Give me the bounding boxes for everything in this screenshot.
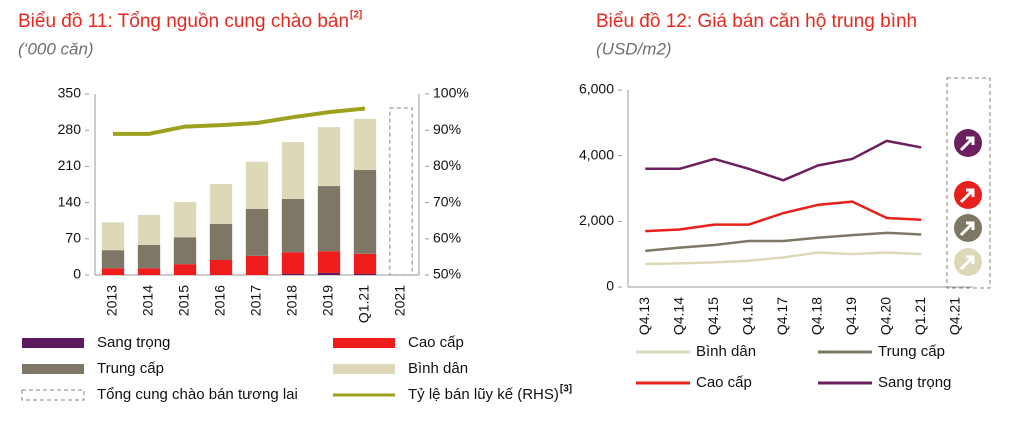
legend-swatch [21,389,85,401]
bar-segment [317,127,341,187]
x-tick-label: Q4.18 [808,297,824,335]
bar-segment [317,186,341,252]
bar-segment [353,118,377,171]
price-line [645,231,922,253]
x-tick-label: Q4.17 [774,297,790,335]
chart-subtitle: (‘000 căn) [18,39,94,58]
legend-label: Trung cấp [878,343,945,360]
chart-title: Biểu đồ 11: Tổng nguồn cung chào bán [18,11,349,32]
bar-segment [281,198,305,253]
title-note: [2] [350,10,362,21]
legend-label: Cao cấp [696,374,752,391]
bar-segment [245,255,269,275]
x-tick-label: Q4.21 [946,297,962,335]
tick-label: 140 [58,193,82,209]
tick-label: 60% [433,230,461,246]
price-line [645,200,922,233]
bar-segment [209,183,233,224]
bar-segment [245,208,269,256]
x-tick-label: Q4.14 [670,297,686,335]
legend-swatch [22,364,84,374]
tick-label: 6,000 [579,81,614,97]
bar-segment [137,245,161,269]
x-tick-label: Q1.21 [912,297,928,335]
trend-icons [954,129,982,276]
x-tick-label: Q4.19 [843,297,859,335]
bar-segment [209,260,233,275]
x-tick-label: Q4.15 [705,297,721,335]
bar-segment [353,170,377,254]
tick-label: 0 [73,266,81,282]
price-line [645,139,922,182]
legend-label: Bình dân [696,343,756,360]
legend-label: Tổng cung chào bán tương lai [97,386,298,403]
bar-segment [317,272,341,275]
bar-segment [137,268,161,275]
tick-label: 350 [58,85,82,101]
tick-label: 210 [58,157,82,173]
tick-label: 50% [433,266,461,282]
x-tick-label: 2013 [104,285,120,316]
tick-label: 4,000 [579,146,614,162]
x-tick-label: Q4.20 [877,297,893,335]
price-line [645,251,922,266]
bar-segment [173,202,197,238]
tick-label: 90% [433,121,461,137]
legend-label: Tỷ lệ bán lũy kế (RHS) [408,386,559,403]
x-tick-label: 2021 [392,285,408,316]
x-tick-label: Q1.21 [356,285,372,323]
legend-swatch [333,364,395,374]
legend-label: Trung cấp [97,360,164,377]
legend-swatch [333,338,395,348]
x-tick-label: 2016 [212,285,228,316]
bar-segment [173,237,197,265]
bar-segment [209,223,233,261]
x-tick-label: 2017 [248,285,264,316]
x-tick-label: 2014 [140,285,156,316]
x-tick-label: Q4.13 [636,297,652,335]
trend-arrow [959,221,975,237]
bar-segment [101,222,125,251]
bar-segment [137,215,161,246]
tick-label: 280 [58,121,82,137]
chart-title: Biểu đồ 12: Giá bán căn hộ trung bình [596,11,917,32]
bar-segment [281,252,305,274]
tick-label: 70 [65,230,81,246]
tick-label: 0 [606,278,614,294]
tick-label: 2,000 [579,212,614,228]
bar-segment [389,107,413,276]
x-tick-label: 2019 [320,285,336,316]
bar-segment [245,161,269,209]
bar-segment [353,253,377,274]
legend-note: [3] [560,384,572,395]
x-tick-label: Q4.16 [739,297,755,335]
tick-label: 70% [433,193,461,209]
legend-swatch [22,338,84,348]
legend-label: Sang trọng [878,374,951,391]
x-tick-label: 2015 [176,285,192,316]
chart-subtitle: (USD/m2) [596,39,672,58]
trend-arrow [959,136,975,152]
bar-segment [173,264,197,275]
trend-arrow [959,188,975,204]
bar-segment [101,268,125,275]
bar-segment [101,250,125,269]
trend-arrow [959,255,975,271]
tick-label: 80% [433,157,461,173]
legend-label: Sang trọng [97,334,170,351]
legend-label: Cao cấp [408,334,464,351]
x-tick-label: 2018 [284,285,300,316]
tick-label: 100% [433,85,469,101]
bar-segment [281,273,305,275]
bar-segment [281,142,305,199]
rate-line [113,106,366,136]
bar-segment [353,273,377,275]
future-box [946,77,991,289]
legend-label: Bình dân [408,360,468,377]
bar-segment [317,251,341,273]
